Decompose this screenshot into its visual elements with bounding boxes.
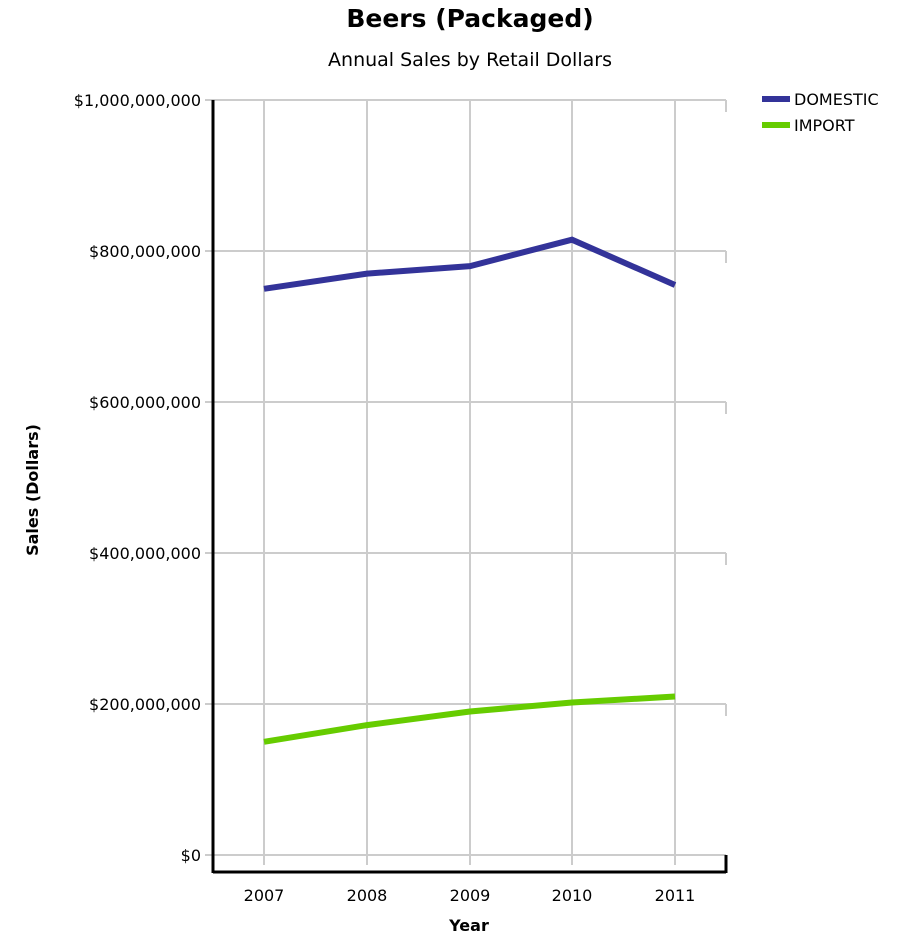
- legend-label-domestic: DOMESTIC: [794, 90, 879, 109]
- x-tick-label: 2009: [450, 886, 491, 905]
- x-tick-label: 2011: [655, 886, 696, 905]
- y-tick-label: $400,000,000: [89, 544, 201, 563]
- x-tick-label: 2008: [347, 886, 388, 905]
- y-tick-label: $1,000,000,000: [74, 91, 201, 110]
- y-tick-label: $0: [181, 846, 201, 865]
- series-line-import: [263, 693, 676, 745]
- y-tick-label: $600,000,000: [89, 393, 201, 412]
- legend-swatch-domestic: [762, 96, 790, 102]
- legend-label-import: IMPORT: [794, 116, 855, 135]
- x-axis-title: Year: [448, 916, 489, 935]
- y-axis-title: Sales (Dollars): [23, 424, 42, 556]
- y-tick-label: $800,000,000: [89, 242, 201, 261]
- legend-swatch-import: [762, 122, 790, 128]
- x-tick-label: 2007: [244, 886, 285, 905]
- y-tick-label: $200,000,000: [89, 695, 201, 714]
- chart-title: Beers (Packaged): [346, 4, 594, 33]
- x-tick-label: 2010: [552, 886, 593, 905]
- series-line-domestic: [263, 236, 677, 292]
- chart-subtitle: Annual Sales by Retail Dollars: [328, 49, 612, 71]
